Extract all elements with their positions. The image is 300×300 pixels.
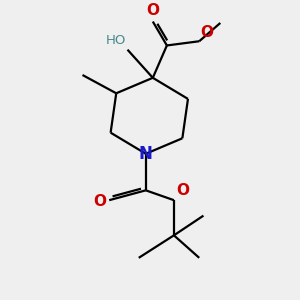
Text: N: N [139, 145, 153, 163]
Text: O: O [146, 3, 159, 18]
Text: O: O [201, 25, 214, 40]
Text: O: O [93, 194, 106, 209]
Text: HO: HO [106, 34, 126, 47]
Text: O: O [177, 183, 190, 198]
